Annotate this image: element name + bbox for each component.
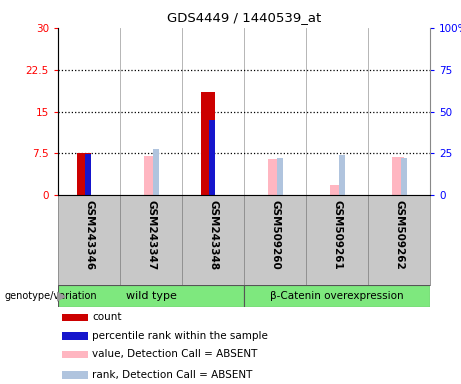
Bar xyxy=(244,285,430,307)
Bar xyxy=(267,159,280,195)
Text: GSM509262: GSM509262 xyxy=(394,200,404,269)
Bar xyxy=(330,185,342,195)
Bar xyxy=(62,371,89,379)
Text: percentile rank within the sample: percentile rank within the sample xyxy=(92,331,268,341)
Text: rank, Detection Call = ABSENT: rank, Detection Call = ABSENT xyxy=(92,370,253,380)
Bar xyxy=(277,158,283,195)
Text: GSM243347: GSM243347 xyxy=(146,200,156,270)
Bar xyxy=(153,149,159,195)
Bar xyxy=(201,92,215,195)
Text: GSM509261: GSM509261 xyxy=(332,200,342,269)
Bar xyxy=(391,157,404,195)
Bar xyxy=(62,332,89,339)
Text: genotype/variation: genotype/variation xyxy=(5,291,97,301)
Bar xyxy=(77,153,91,195)
Bar xyxy=(58,285,244,307)
Bar xyxy=(209,120,215,195)
Text: GSM243348: GSM243348 xyxy=(208,200,218,270)
Text: GSM509260: GSM509260 xyxy=(270,200,280,269)
Bar xyxy=(339,155,345,195)
Bar xyxy=(401,158,407,195)
Text: value, Detection Call = ABSENT: value, Detection Call = ABSENT xyxy=(92,349,258,359)
Bar xyxy=(62,351,89,358)
Text: GSM243346: GSM243346 xyxy=(84,200,94,270)
Bar xyxy=(143,156,156,195)
Title: GDS4449 / 1440539_at: GDS4449 / 1440539_at xyxy=(167,11,321,24)
Bar xyxy=(85,154,91,195)
Text: count: count xyxy=(92,313,122,323)
Text: ▶: ▶ xyxy=(57,290,67,303)
Text: β-Catenin overexpression: β-Catenin overexpression xyxy=(270,291,404,301)
Text: wild type: wild type xyxy=(125,291,177,301)
Bar xyxy=(62,314,89,321)
